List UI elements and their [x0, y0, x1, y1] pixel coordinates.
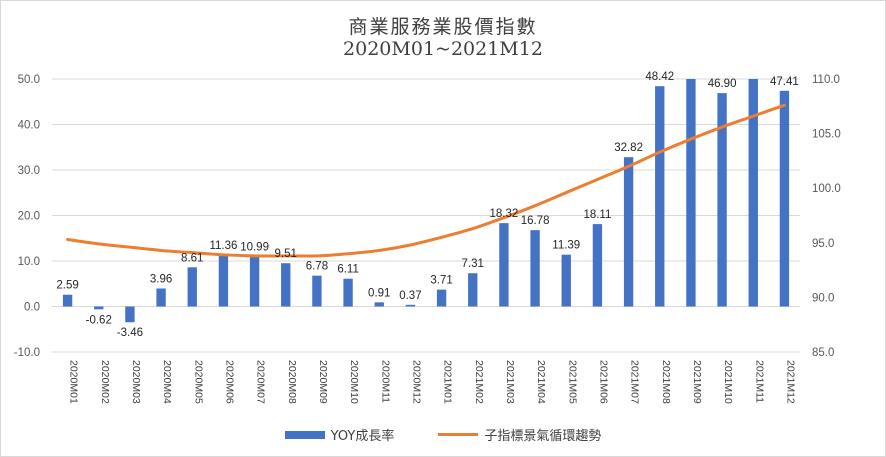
- x-tick-label: 2021M11: [753, 360, 765, 403]
- x-tick-label: 2021M07: [629, 360, 641, 404]
- y-left-tick-label: 40.0: [18, 120, 40, 132]
- x-tick-label: 2021M04: [535, 360, 547, 404]
- bar-data-label: 48.42: [645, 71, 674, 83]
- chart-subtitle: 2020M01~2021M12: [343, 38, 543, 60]
- x-tick-label: 2021M09: [691, 360, 703, 404]
- bar-data-label: 2.59: [56, 280, 78, 292]
- bar: [374, 302, 384, 307]
- bar-data-label: -3.46: [117, 327, 143, 339]
- y-right-tick-label: 85.0: [812, 347, 834, 359]
- y-left-tick-label: 10.0: [18, 256, 40, 268]
- bar-data-label: 47.41: [770, 76, 799, 88]
- bar-data-label: 6.11: [337, 264, 359, 276]
- bar-data-label: 0.37: [399, 290, 421, 302]
- x-tick-label: 2021M01: [442, 360, 454, 404]
- bar-data-label: 32.82: [614, 142, 643, 154]
- bar: [748, 79, 758, 307]
- legend-swatch-trend: [438, 433, 479, 436]
- bar: [623, 157, 634, 307]
- bar-data-label: 3.71: [430, 275, 452, 287]
- legend-label-trend: 子指標景氣循環趨勢: [484, 429, 602, 444]
- bar-data-label: 16.78: [521, 215, 550, 227]
- y-left-tick-label: 50.0: [18, 74, 40, 86]
- bar: [125, 306, 135, 323]
- bar: [405, 304, 416, 307]
- x-tick-label: 2021M10: [722, 360, 734, 404]
- x-tick-label: 2021M06: [597, 360, 609, 404]
- bar: [592, 224, 603, 307]
- y-left-tick-label: 30.0: [18, 165, 40, 177]
- bar-data-label: 11.36: [209, 240, 237, 252]
- x-tick-label: 2020M05: [192, 360, 204, 404]
- bar: [717, 93, 727, 307]
- x-tick-label: 2020M07: [255, 360, 267, 404]
- bar: [468, 273, 478, 307]
- legend-item-yoy: YOY成長率: [284, 425, 395, 444]
- y-left-tick-label: 0.0: [24, 302, 40, 314]
- x-tick-label: 2020M08: [286, 360, 298, 404]
- legend-swatch-yoy: [284, 430, 325, 439]
- chart-title: 商業服務業股價指數: [348, 16, 538, 38]
- bar-data-label: 8.61: [181, 252, 203, 264]
- bar-data-label: 46.90: [708, 78, 737, 90]
- bar: [655, 86, 665, 307]
- x-tick-label: 2020M11: [379, 360, 391, 403]
- x-tick-label: 2021M08: [660, 360, 672, 404]
- bar: [499, 223, 509, 307]
- bar: [343, 278, 353, 307]
- x-tick-label: 2020M12: [410, 360, 422, 404]
- bar-data-label: 18.32: [490, 208, 519, 220]
- trend-line: [66, 103, 786, 258]
- bar-data-label: 0.91: [368, 287, 390, 299]
- y-left-tick-label: -10.0: [14, 347, 40, 359]
- bar-data-label: 11.39: [552, 240, 580, 252]
- bar-data-label: 10.99: [240, 241, 269, 253]
- bar-data-label: -0.62: [86, 314, 112, 326]
- bar: [94, 306, 104, 310]
- bar: [281, 263, 291, 307]
- x-tick-label: 2020M10: [348, 360, 360, 404]
- bar: [686, 79, 696, 307]
- bar: [249, 256, 260, 307]
- chart-legend: YOY成長率 子指標景氣循環趨勢: [0, 425, 886, 444]
- x-tick-label: 2020M01: [68, 360, 80, 404]
- y-right-tick-label: 110.0: [812, 74, 840, 86]
- legend-label-yoy: YOY成長率: [330, 429, 395, 444]
- x-tick-label: 2020M03: [130, 360, 142, 404]
- bar-data-label: 9.51: [275, 248, 297, 260]
- bar: [156, 288, 166, 307]
- bar-data-label: 3.96: [150, 273, 172, 285]
- bar-data-label: 6.78: [306, 261, 328, 273]
- y-right-tick-label: 105.0: [812, 129, 841, 141]
- legend-item-trend: 子指標景氣循環趨勢: [438, 425, 601, 444]
- bar-data-label: 7.31: [462, 258, 484, 270]
- bar-data-label: 18.11: [583, 209, 611, 221]
- bar: [312, 275, 322, 307]
- bar: [530, 230, 540, 307]
- y-right-tick-label: 100.0: [812, 183, 841, 195]
- x-tick-label: 2021M05: [566, 360, 578, 404]
- x-tick-label: 2020M04: [161, 360, 173, 404]
- y-right-tick-label: 90.0: [812, 292, 834, 304]
- bar: [62, 294, 73, 307]
- x-tick-label: 2021M12: [784, 360, 796, 404]
- x-tick-label: 2021M02: [473, 360, 485, 404]
- bar: [779, 90, 790, 307]
- bar: [561, 254, 571, 307]
- bar: [187, 267, 197, 307]
- y-left-tick-label: 20.0: [18, 211, 40, 223]
- x-tick-label: 2021M03: [504, 360, 516, 404]
- y-right-tick-label: 95.0: [812, 238, 834, 250]
- bar: [436, 289, 447, 307]
- x-tick-label: 2020M02: [99, 360, 111, 404]
- x-tick-label: 2020M09: [317, 360, 329, 404]
- x-tick-label: 2020M06: [223, 360, 235, 404]
- bar: [218, 254, 229, 307]
